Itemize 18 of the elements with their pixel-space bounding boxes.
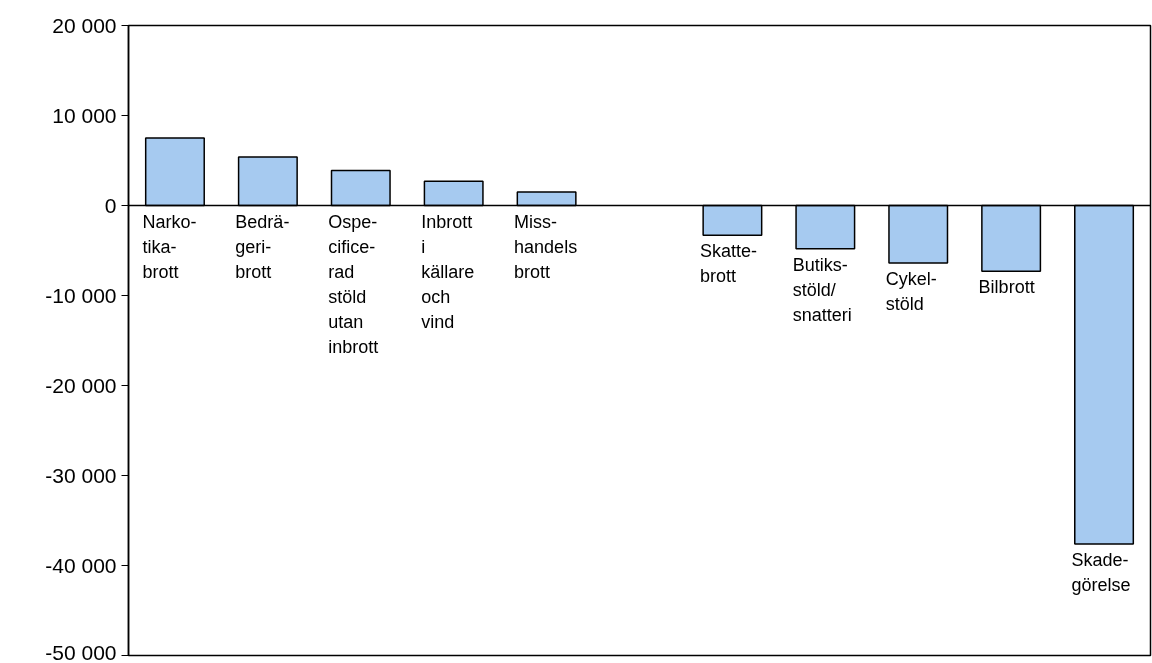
x-tick-label: Skade- görelse bbox=[1071, 549, 1131, 595]
y-tick-label: 20 000 bbox=[52, 14, 117, 37]
y-tick-label: -30 000 bbox=[45, 464, 117, 487]
x-tick-label: Bilbrott bbox=[978, 277, 1035, 298]
y-tick-label: -50 000 bbox=[45, 640, 117, 663]
x-tick-label: Narko- tika- brott bbox=[142, 211, 197, 282]
y-tick-label: -40 000 bbox=[45, 554, 117, 577]
x-tick-label: Bedrä- geri- brott bbox=[235, 211, 290, 282]
x-tick-label: Butiks- stöld/ snatteri bbox=[792, 254, 852, 325]
x-tick-label: Skatte- brott bbox=[699, 241, 757, 287]
x-tick-label: Cykel- stöld bbox=[885, 269, 937, 315]
x-tick-label: Ospe- cifice- rad stöld utan inbrott bbox=[328, 211, 379, 357]
x-tick-label: Inbrott i källare och vind bbox=[421, 211, 475, 332]
y-tick-label: 0 bbox=[104, 194, 117, 217]
x-tick-label: Miss- handels brott bbox=[514, 211, 578, 282]
y-tick-label: -20 000 bbox=[45, 374, 117, 397]
y-tick-label: -10 000 bbox=[45, 284, 117, 307]
y-tick-label: 10 000 bbox=[52, 104, 117, 127]
